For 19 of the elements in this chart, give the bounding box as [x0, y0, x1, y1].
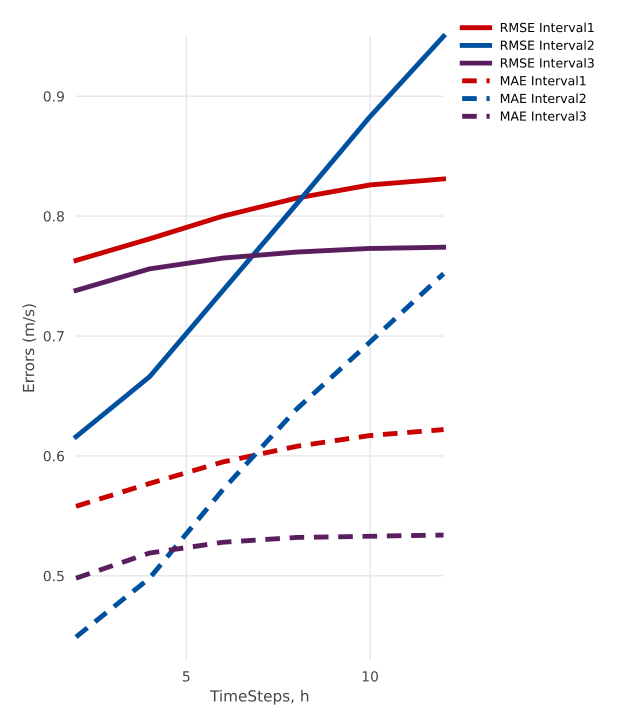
- y-tick-label: 0.8: [44, 211, 64, 222]
- line-series: [74, 176, 446, 263]
- line-series: [74, 271, 446, 640]
- x-axis-title: TimeSteps, h: [210, 690, 308, 705]
- x-tick-label: 5: [182, 671, 190, 682]
- legend-label: MAE Interval1: [500, 76, 586, 86]
- y-tick-label: 0.5: [44, 570, 64, 582]
- line-series: [74, 34, 446, 440]
- x-tick-label: 10: [362, 671, 378, 682]
- y-tick-label: 0.7: [44, 330, 64, 342]
- legend-label: MAE Interval2: [500, 93, 586, 104]
- y-axis-title: Errors (m/s): [22, 304, 36, 392]
- y-tick-label: 0.9: [44, 91, 64, 102]
- legend-label: RMSE Interval3: [500, 58, 594, 68]
- y-tick-label: 0.6: [44, 450, 64, 462]
- legend-label: MAE Interval3: [500, 111, 586, 121]
- legend-label: RMSE Interval1: [500, 22, 594, 32]
- line-series: [74, 244, 446, 293]
- legend-label: RMSE Interval2: [500, 40, 594, 50]
